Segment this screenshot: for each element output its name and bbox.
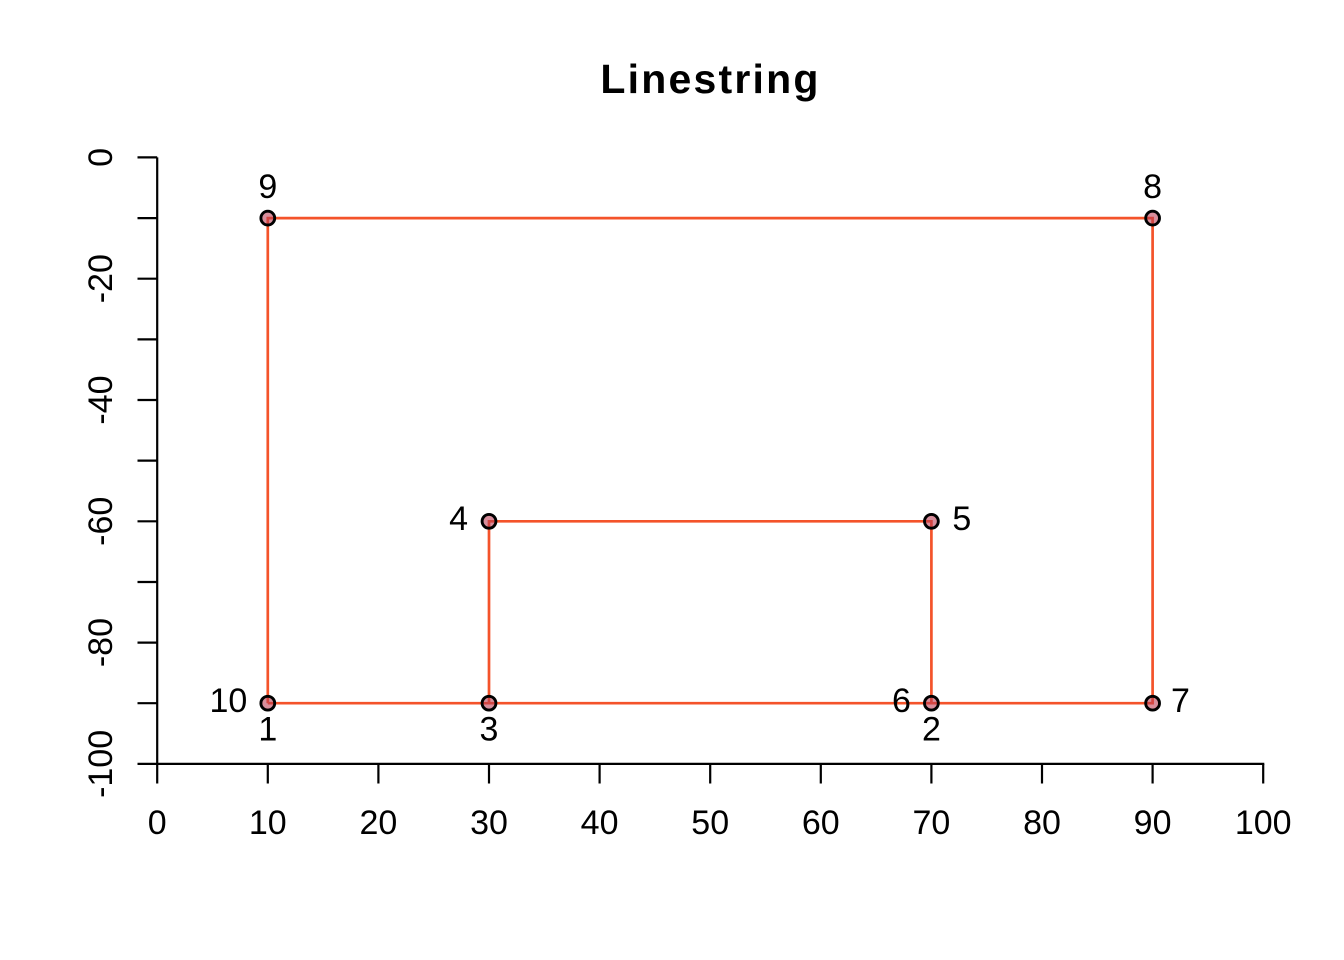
svg-text:70: 70 (912, 804, 950, 842)
svg-text:100: 100 (1235, 804, 1292, 842)
svg-text:0: 0 (148, 804, 167, 842)
svg-text:Linestring: Linestring (600, 56, 820, 102)
svg-text:-20: -20 (82, 254, 120, 303)
svg-text:3: 3 (480, 711, 499, 749)
svg-text:1: 1 (258, 711, 277, 749)
svg-text:-40: -40 (82, 375, 120, 424)
svg-text:10: 10 (209, 682, 247, 720)
svg-text:-60: -60 (82, 497, 120, 546)
svg-text:2: 2 (922, 711, 941, 749)
svg-text:4: 4 (449, 500, 468, 538)
svg-text:9: 9 (258, 168, 277, 206)
svg-text:30: 30 (470, 804, 508, 842)
svg-text:20: 20 (359, 804, 397, 842)
svg-text:-100: -100 (82, 730, 120, 798)
svg-text:10: 10 (249, 804, 287, 842)
svg-text:0: 0 (82, 148, 120, 167)
svg-text:40: 40 (581, 804, 619, 842)
svg-text:50: 50 (691, 804, 729, 842)
svg-text:-80: -80 (82, 618, 120, 667)
svg-text:90: 90 (1134, 804, 1172, 842)
svg-text:60: 60 (802, 804, 840, 842)
svg-text:7: 7 (1171, 682, 1190, 720)
svg-text:5: 5 (952, 500, 971, 538)
svg-text:6: 6 (892, 682, 911, 720)
svg-text:8: 8 (1143, 168, 1162, 206)
svg-text:80: 80 (1023, 804, 1061, 842)
